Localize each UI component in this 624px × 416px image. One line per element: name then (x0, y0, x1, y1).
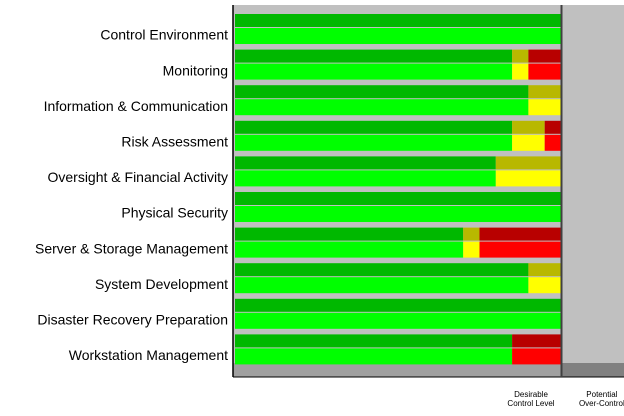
bar-top (495, 156, 561, 170)
bar-top (479, 227, 561, 241)
bar-segment (235, 28, 561, 44)
bar-segment (235, 348, 513, 365)
bar-top (235, 227, 464, 241)
category-label: Disaster Recovery Preparation (37, 312, 228, 328)
bar-top (235, 192, 561, 205)
floor (233, 363, 562, 377)
category-label: Control Environment (100, 27, 228, 43)
category-label: Workstation Management (69, 347, 228, 363)
category-label: System Development (95, 276, 228, 292)
bar-segment (512, 63, 529, 80)
annotation: Potential (586, 390, 617, 399)
bar-top (235, 120, 513, 134)
bar-top (512, 120, 545, 134)
bar-segment (235, 241, 464, 258)
bar-top (544, 120, 561, 134)
bar-top (235, 334, 513, 348)
bar-segment (235, 99, 529, 116)
bar-segment (235, 312, 561, 329)
annotation: Control Level (507, 399, 554, 408)
bar-segment (235, 63, 513, 80)
bar-segment (512, 348, 561, 365)
bar-top (528, 85, 561, 99)
bar-segment (235, 134, 513, 151)
category-label: Physical Security (121, 205, 228, 221)
bar-segment (235, 170, 496, 187)
bar-top (235, 49, 513, 63)
bar-segment (463, 241, 480, 258)
bar-segment (479, 241, 561, 258)
bar-top (528, 263, 561, 277)
annotation: Over-Control (579, 399, 624, 408)
category-label: Server & Storage Management (35, 240, 228, 256)
bar-top (528, 49, 561, 63)
bar-segment (495, 170, 561, 187)
bar-segment (544, 134, 561, 151)
category-label: Oversight & Financial Activity (47, 169, 228, 185)
bar-top (235, 14, 561, 27)
category-label: Risk Assessment (121, 134, 228, 150)
bar-top (512, 334, 561, 348)
bar-top (235, 298, 561, 312)
bar-top (235, 156, 496, 170)
bar-segment (528, 277, 561, 294)
bar-segment (512, 134, 545, 151)
bar-top (512, 49, 529, 63)
annotation: Desirable (514, 390, 548, 399)
bar-segment (528, 99, 561, 116)
category-label: Monitoring (163, 62, 228, 78)
bar-top (235, 263, 529, 277)
floor (562, 363, 624, 377)
bar-segment (235, 206, 561, 222)
bar-top (463, 227, 480, 241)
bar-top (235, 85, 529, 99)
bar-segment (235, 277, 529, 294)
bar-segment (528, 63, 561, 80)
category-label: Information & Communication (44, 98, 228, 114)
